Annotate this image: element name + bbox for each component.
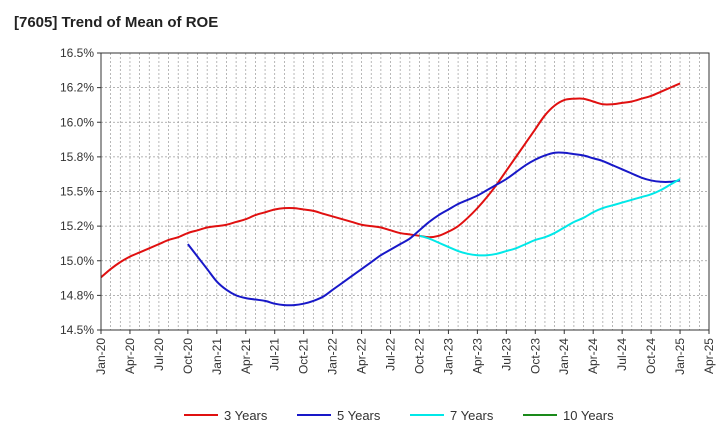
y-tick-label: 16.0% bbox=[60, 115, 94, 129]
y-tick-label: 15.2% bbox=[60, 219, 94, 233]
x-tick-label: Oct-22 bbox=[412, 338, 426, 374]
x-tick-label: Jul-24 bbox=[615, 338, 629, 371]
x-tick-label: Jul-22 bbox=[384, 338, 398, 371]
legend-layer: 3 Years 5 Years 7 Years 10 Years bbox=[184, 408, 614, 423]
x-tick-label: Oct-20 bbox=[181, 338, 195, 374]
x-tick-label: Jul-21 bbox=[268, 338, 282, 371]
x-tick-label: Apr-20 bbox=[123, 338, 137, 374]
x-tick-label: Apr-24 bbox=[586, 338, 600, 374]
y-tick-label: 15.5% bbox=[60, 185, 94, 199]
x-tick-label: Jan-23 bbox=[441, 338, 455, 375]
x-tick-label: Jan-24 bbox=[557, 338, 571, 375]
x-tick-label: Apr-23 bbox=[470, 338, 484, 374]
x-tick-label: Jan-25 bbox=[673, 338, 687, 375]
legend-label-7-years: 7 Years bbox=[450, 408, 494, 423]
axis-layer: 14.5% 14.8% 15.0% 15.2% 15.5% 15.8% 16.0% 16.2%… bbox=[60, 46, 716, 375]
series-line-5-years bbox=[187, 151, 681, 307]
legend-label-5-years: 5 Years bbox=[337, 408, 381, 423]
legend-label-3-years: 3 Years bbox=[224, 408, 268, 423]
x-tick-label: Jul-20 bbox=[152, 338, 166, 371]
plot-border bbox=[100, 52, 710, 331]
x-tick-label: Oct-24 bbox=[644, 338, 658, 374]
x-tick-label: Jan-21 bbox=[210, 338, 224, 375]
chart-title: [7605] Trend of Mean of ROE bbox=[14, 14, 219, 31]
x-tick-label: Oct-21 bbox=[297, 338, 311, 374]
legend-label-10-years: 10 Years bbox=[563, 408, 614, 423]
series-line-3-years bbox=[100, 82, 681, 279]
y-tick-label: 15.8% bbox=[60, 150, 94, 164]
y-tick-label: 16.2% bbox=[60, 81, 94, 95]
x-tick-label: Jan-22 bbox=[326, 338, 340, 375]
x-tick-label: Jul-23 bbox=[499, 338, 513, 371]
x-tick-label: Apr-22 bbox=[355, 338, 369, 374]
y-tick-label: 15.0% bbox=[60, 254, 94, 268]
x-tick-label: Apr-25 bbox=[702, 338, 716, 374]
y-tick-label: 14.8% bbox=[60, 288, 94, 302]
x-tick-label: Oct-23 bbox=[528, 338, 542, 374]
y-tick-label: 16.5% bbox=[60, 46, 94, 60]
series-layer bbox=[100, 82, 681, 307]
x-tick-label: Jan-20 bbox=[94, 338, 108, 375]
series-line-7-years bbox=[419, 178, 681, 257]
y-tick-label: 14.5% bbox=[60, 323, 94, 337]
grid-layer bbox=[101, 53, 709, 330]
x-tick-label: Apr-21 bbox=[239, 338, 253, 374]
